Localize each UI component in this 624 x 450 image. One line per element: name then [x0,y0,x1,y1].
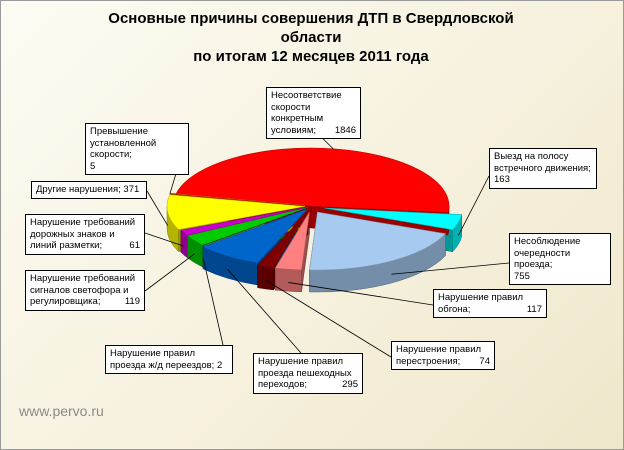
pie-slice-side-4 [257,265,274,291]
leader-line-6 [202,258,224,346]
data-label-value: 2 [216,359,223,371]
data-label-name: Нарушение правил перестроения [396,344,482,367]
leader-line-5 [227,269,302,354]
data-label-value: 117 [526,303,542,315]
data-label-separator: ; [467,303,471,315]
data-label-value: 1846 [334,124,356,136]
title-line-2: области [280,29,342,46]
data-label-road-signs: Нарушение требований дорожных знаков и л… [25,214,145,255]
pie-slice-7 [186,207,308,246]
data-label-value: 163 [494,174,510,185]
data-label-value: 295 [342,379,358,390]
watermark-text: www.pervo.ru [19,403,104,419]
data-label-separator: ; [457,355,461,367]
data-label-separator: ; [304,379,308,390]
pie-slice-5 [202,208,308,264]
data-label-name: Несоблюдение очередности проезда [514,236,581,270]
data-label-oncoming-lane: Выезд на полосу встречного движения; 163 [489,148,597,189]
pie-slice-4 [257,211,309,269]
leader-line-7 [144,253,195,292]
data-label-value: 5 [90,160,96,172]
data-label-name: Нарушение требований сигналов светофора … [30,273,136,307]
pie-slice-3 [274,211,310,271]
data-label-priority: Несоблюдение очередности проезда; 755 [509,233,611,285]
data-label-name: Нарушение правил проезда пешеходных пере… [258,356,352,390]
data-label-separator: ; [588,162,591,174]
data-label-separator: ; [211,359,215,371]
data-label-pedestrian-crossings: Нарушение правил проезда пешеходных пере… [253,353,363,394]
data-label-name: Другие нарушения [36,184,119,195]
pie-top-layer [166,147,463,271]
pie-slice-2 [309,211,447,271]
data-label-name: Нарушение правил обгона [438,292,524,315]
data-label-speed-conditions: Несоответствие скорости конкретным услов… [266,87,361,139]
pie-slice-1 [324,207,463,231]
data-label-separator: ; [118,184,121,195]
leader-line-3 [288,282,434,306]
pie-slice-9 [166,194,306,230]
data-label-name: Нарушение правил проезда ж/д переездов [110,348,212,371]
pie-slice-8 [180,206,308,236]
data-label-value: 119 [124,296,140,307]
data-label-name: Превышение установленной скорости [90,126,157,160]
data-label-other: Другие нарушения; 371 [31,181,147,199]
data-label-value: 74 [479,355,490,367]
data-label-name: Выезд на полосу встречного движения [494,151,589,174]
data-label-value: 755 [514,270,530,282]
leader-line-4 [265,279,392,358]
data-label-value: 61 [129,240,140,251]
data-label-name: Нарушение требований дорожных знаков и л… [30,217,136,251]
pie-slice-0 [175,147,450,213]
leader-line-9 [146,190,169,226]
data-label-railway-crossings: Нарушение правил проезда ж/д переездов; … [105,345,233,374]
data-label-separator: ; [129,149,132,160]
leader-line-2 [391,262,510,275]
data-label-separator: ; [549,259,553,270]
data-label-value: 371 [123,184,140,195]
chart-title: Основные причины совершения ДТП в Свердл… [61,9,561,66]
leader-line-1 [457,175,490,236]
data-label-overtaking: Нарушение правил обгона; 117 [433,289,547,318]
data-label-speeding: Превышение установленной скорости; 5 [85,123,189,175]
data-label-separator: ; [99,240,103,251]
data-label-separator: ; [313,124,316,136]
leader-lines [144,128,510,358]
title-line-1: Основные причины совершения ДТП в Свердл… [108,10,514,27]
title-line-3: по итогам 12 месяцев 2011 года [193,48,429,65]
data-label-separator: ; [97,296,101,307]
data-label-name: Несоответствие скорости конкретным услов… [271,90,342,136]
leader-line-8 [144,232,184,247]
data-label-traffic-lights: Нарушение требований сигналов светофора … [25,270,145,311]
data-label-lane-change: Нарушение правил перестроения; 74 [391,341,495,370]
